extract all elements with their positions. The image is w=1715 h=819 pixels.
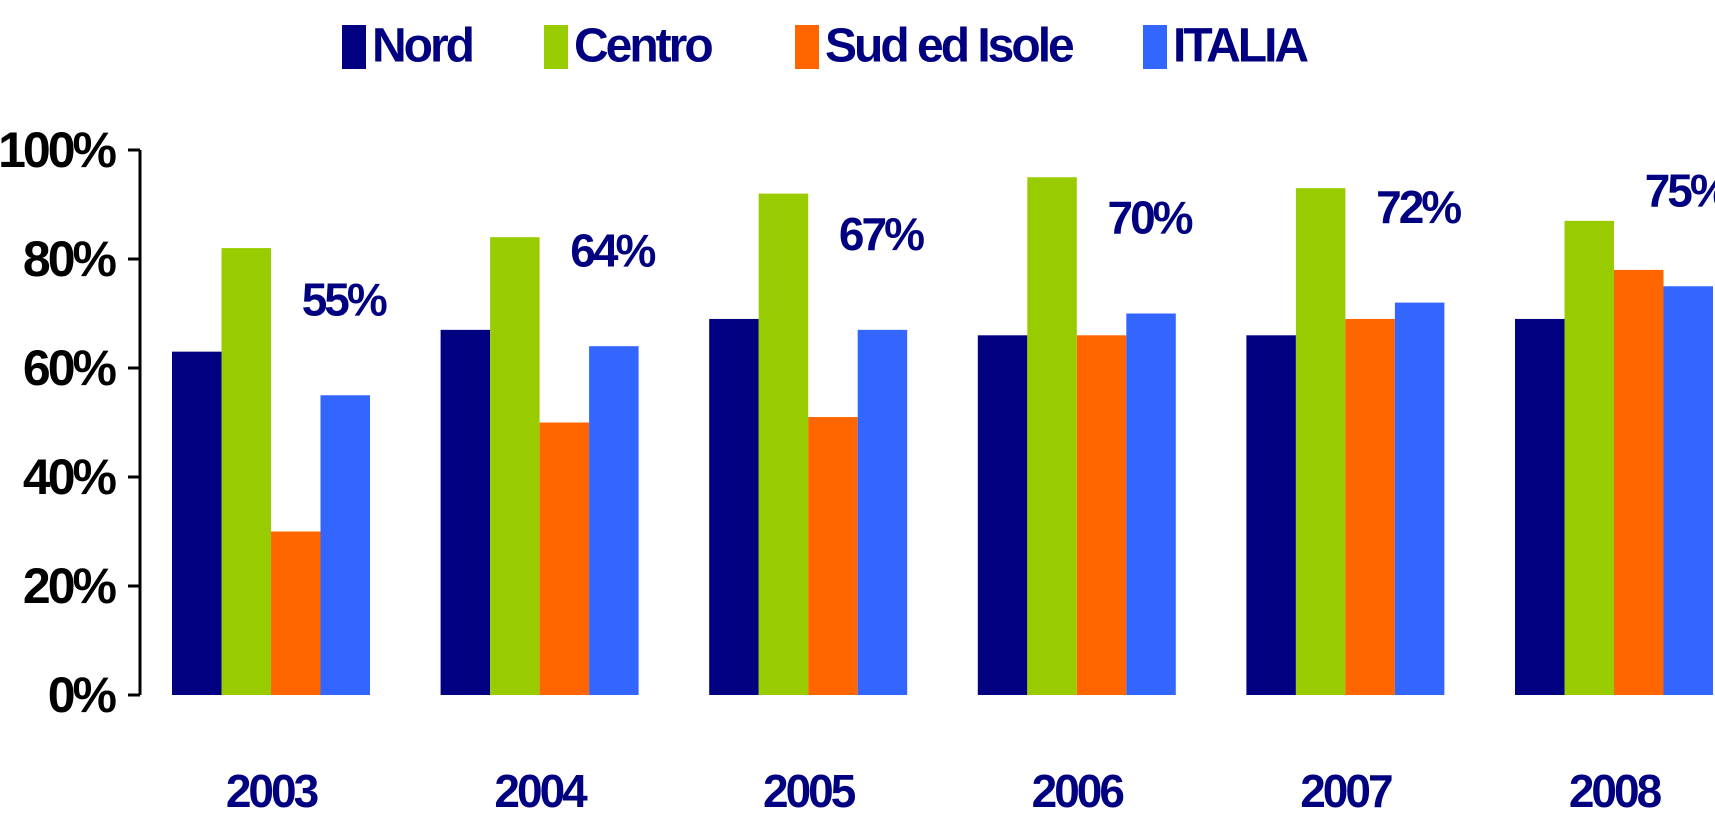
value-label: 75% [1645, 164, 1715, 216]
bar [1126, 313, 1176, 695]
bar [758, 193, 809, 695]
bar [1246, 335, 1296, 695]
y-tick-label: 80% [23, 231, 117, 287]
bar [1076, 335, 1127, 695]
legend-label: Sud ed Isole [825, 20, 1074, 73]
legend-swatch [342, 25, 366, 69]
x-tick-label: 2007 [1300, 765, 1392, 817]
bar [490, 237, 540, 695]
bar [1027, 177, 1077, 695]
bar [1515, 318, 1565, 695]
y-tick-label: 60% [23, 340, 117, 396]
bar [857, 329, 908, 695]
legend-swatch [544, 25, 568, 69]
y-tick-label: 0% [48, 667, 117, 723]
legend-swatch [1143, 25, 1167, 69]
bar [1345, 318, 1395, 695]
bar [1295, 188, 1346, 695]
bar [1564, 220, 1614, 695]
legend-label: ITALIA [1173, 20, 1308, 73]
bar [221, 248, 271, 695]
bar [320, 395, 370, 695]
bar [709, 318, 759, 695]
bar [977, 335, 1028, 695]
bar [539, 422, 590, 695]
bar [271, 531, 321, 695]
x-tick-label: 2004 [494, 765, 588, 817]
bar [1663, 286, 1713, 695]
bar [440, 329, 491, 695]
bar [1614, 269, 1664, 695]
value-label: 55% [302, 273, 387, 325]
value-label: 67% [839, 208, 924, 260]
bar [808, 417, 858, 695]
x-tick-label: 2003 [226, 765, 318, 817]
legend-label: Nord [372, 20, 473, 73]
value-label: 72% [1376, 181, 1461, 233]
bar [1394, 302, 1445, 695]
value-label: 70% [1108, 192, 1193, 244]
bar [172, 351, 222, 695]
legend-swatch [795, 25, 819, 69]
bar [589, 346, 639, 695]
legend-label: Centro [574, 20, 712, 73]
y-tick-label: 40% [23, 449, 117, 505]
value-label: 64% [570, 224, 655, 276]
y-tick-label: 20% [23, 558, 117, 614]
x-tick-label: 2006 [1032, 765, 1124, 817]
x-tick-label: 2008 [1569, 765, 1662, 817]
x-tick-label: 2005 [763, 765, 856, 817]
y-tick-label: 100% [0, 122, 117, 178]
